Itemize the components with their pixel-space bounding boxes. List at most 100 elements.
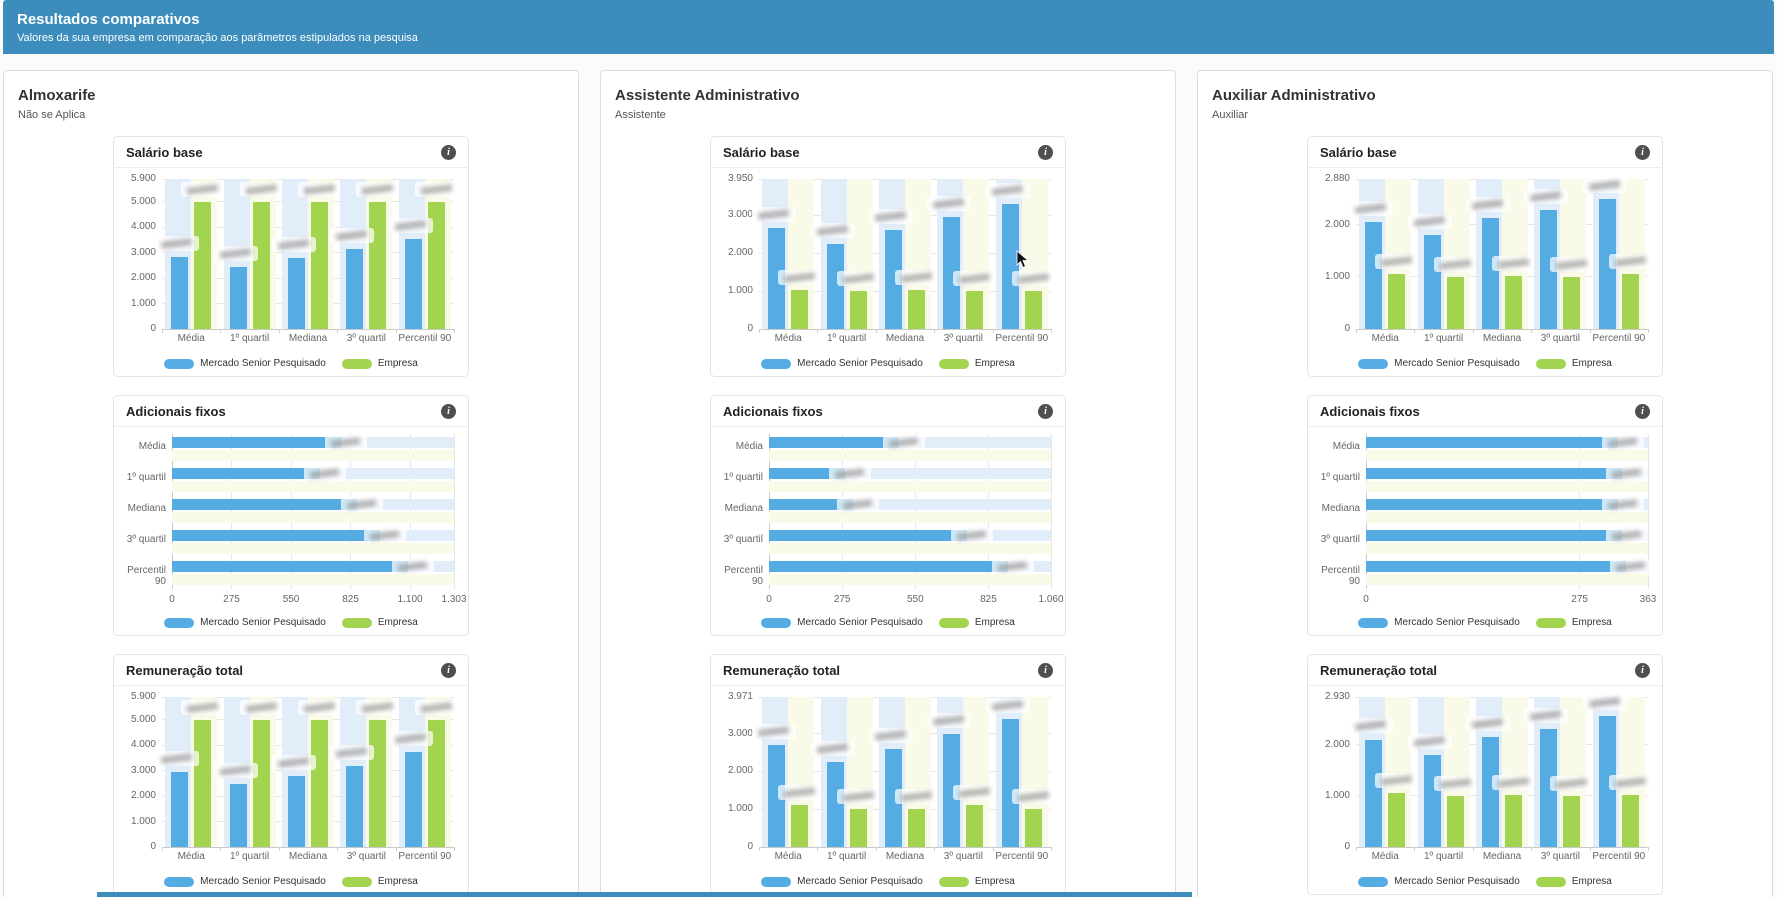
market-bar[interactable]	[1366, 468, 1623, 479]
legend-item-market[interactable]: Mercado Senior Pesquisado	[761, 617, 923, 628]
company-bar[interactable]	[369, 201, 387, 329]
info-icon[interactable]: i	[1038, 662, 1053, 678]
company-bar[interactable]	[1621, 794, 1639, 847]
market-bar[interactable]	[1365, 222, 1383, 329]
company-bar[interactable]	[194, 201, 212, 329]
legend-item-market[interactable]: Mercado Senior Pesquisado	[1358, 876, 1520, 887]
legend-item-market[interactable]: Mercado Senior Pesquisado	[164, 876, 326, 887]
market-bar[interactable]	[1365, 739, 1383, 847]
market-bar[interactable]	[885, 230, 902, 329]
legend-item-company[interactable]: Empresa	[1535, 358, 1612, 369]
market-bar[interactable]	[229, 783, 247, 847]
market-bar[interactable]	[1366, 499, 1619, 510]
market-bar[interactable]	[1366, 561, 1627, 572]
market-bar[interactable]	[288, 776, 305, 847]
company-bar[interactable]	[1621, 274, 1639, 329]
info-icon[interactable]: i	[1635, 144, 1650, 160]
market-bar[interactable]	[172, 561, 408, 572]
company-bar[interactable]	[849, 291, 867, 329]
market-bar[interactable]	[1482, 736, 1499, 847]
company-bar[interactable]	[1446, 795, 1464, 847]
market-bar[interactable]	[769, 561, 1009, 572]
market-bar[interactable]	[404, 238, 422, 329]
market-bar[interactable]	[826, 243, 844, 329]
company-bar[interactable]	[908, 289, 925, 329]
info-icon[interactable]: i	[441, 403, 456, 419]
company-bar[interactable]	[791, 289, 809, 329]
company-bar[interactable]	[1388, 274, 1406, 329]
info-icon[interactable]: i	[1635, 662, 1650, 678]
info-icon[interactable]: i	[1038, 403, 1053, 419]
market-bar[interactable]	[404, 751, 422, 847]
legend-item-market[interactable]: Mercado Senior Pesquisado	[164, 617, 326, 628]
market-bar[interactable]	[769, 530, 968, 541]
market-bar[interactable]	[943, 733, 961, 847]
legend-item-company[interactable]: Empresa	[938, 876, 1015, 887]
market-bar[interactable]	[885, 748, 902, 847]
market-bar[interactable]	[1001, 718, 1019, 847]
market-bar[interactable]	[1598, 716, 1616, 847]
legend-item-company[interactable]: Empresa	[341, 617, 418, 628]
market-bar[interactable]	[943, 216, 961, 329]
company-bar[interactable]	[1024, 809, 1042, 847]
company-bar[interactable]	[1505, 275, 1522, 329]
market-bar[interactable]	[288, 258, 305, 329]
legend-item-company[interactable]: Empresa	[938, 358, 1015, 369]
company-bar[interactable]	[311, 719, 328, 847]
company-bar[interactable]	[966, 805, 984, 847]
market-bar[interactable]	[171, 772, 189, 847]
company-bar[interactable]	[791, 805, 809, 847]
market-bar[interactable]	[346, 766, 364, 847]
legend-item-company[interactable]: Empresa	[1535, 876, 1612, 887]
info-icon[interactable]: i	[441, 144, 456, 160]
market-bar[interactable]	[172, 530, 380, 541]
info-icon[interactable]: i	[441, 662, 456, 678]
legend-item-market[interactable]: Mercado Senior Pesquisado	[761, 876, 923, 887]
market-bar[interactable]	[1482, 218, 1499, 329]
company-bar[interactable]	[369, 719, 387, 847]
legend-item-company[interactable]: Empresa	[341, 358, 418, 369]
company-bar[interactable]	[1446, 276, 1464, 329]
market-bar[interactable]	[1001, 203, 1019, 329]
market-bar[interactable]	[826, 762, 844, 847]
market-bar[interactable]	[768, 745, 786, 847]
market-bar[interactable]	[1423, 754, 1441, 847]
market-bar[interactable]	[1366, 437, 1619, 448]
market-bar[interactable]	[1598, 198, 1616, 329]
market-bar[interactable]	[1423, 235, 1441, 329]
market-bar[interactable]	[1366, 530, 1623, 541]
company-bar[interactable]	[311, 201, 328, 329]
legend-item-company[interactable]: Empresa	[938, 617, 1015, 628]
company-bar[interactable]	[427, 201, 445, 329]
company-bar[interactable]	[1563, 276, 1581, 329]
company-bar[interactable]	[908, 809, 925, 847]
legend-item-market[interactable]: Mercado Senior Pesquisado	[1358, 617, 1520, 628]
market-bar[interactable]	[172, 437, 341, 448]
company-bar[interactable]	[1388, 793, 1406, 847]
company-bar[interactable]	[194, 719, 212, 847]
market-bar[interactable]	[171, 257, 189, 329]
market-bar[interactable]	[346, 248, 364, 329]
company-bar[interactable]	[1024, 291, 1042, 329]
company-bar[interactable]	[1505, 794, 1522, 847]
market-bar[interactable]	[1540, 210, 1558, 329]
info-icon[interactable]: i	[1038, 144, 1053, 160]
market-bar[interactable]	[769, 437, 900, 448]
legend-item-market[interactable]: Mercado Senior Pesquisado	[761, 358, 923, 369]
market-bar[interactable]	[769, 468, 845, 479]
legend-item-market[interactable]: Mercado Senior Pesquisado	[164, 358, 326, 369]
company-bar[interactable]	[252, 201, 270, 329]
market-bar[interactable]	[1540, 729, 1558, 847]
legend-item-market[interactable]: Mercado Senior Pesquisado	[1358, 358, 1520, 369]
market-bar[interactable]	[768, 228, 786, 329]
market-bar[interactable]	[172, 499, 358, 510]
market-bar[interactable]	[229, 266, 247, 329]
company-bar[interactable]	[1563, 795, 1581, 847]
company-bar[interactable]	[252, 719, 270, 847]
company-bar[interactable]	[849, 809, 867, 847]
company-bar[interactable]	[427, 719, 445, 847]
company-bar[interactable]	[966, 291, 984, 329]
legend-item-company[interactable]: Empresa	[341, 876, 418, 887]
legend-item-company[interactable]: Empresa	[1535, 617, 1612, 628]
info-icon[interactable]: i	[1635, 403, 1650, 419]
